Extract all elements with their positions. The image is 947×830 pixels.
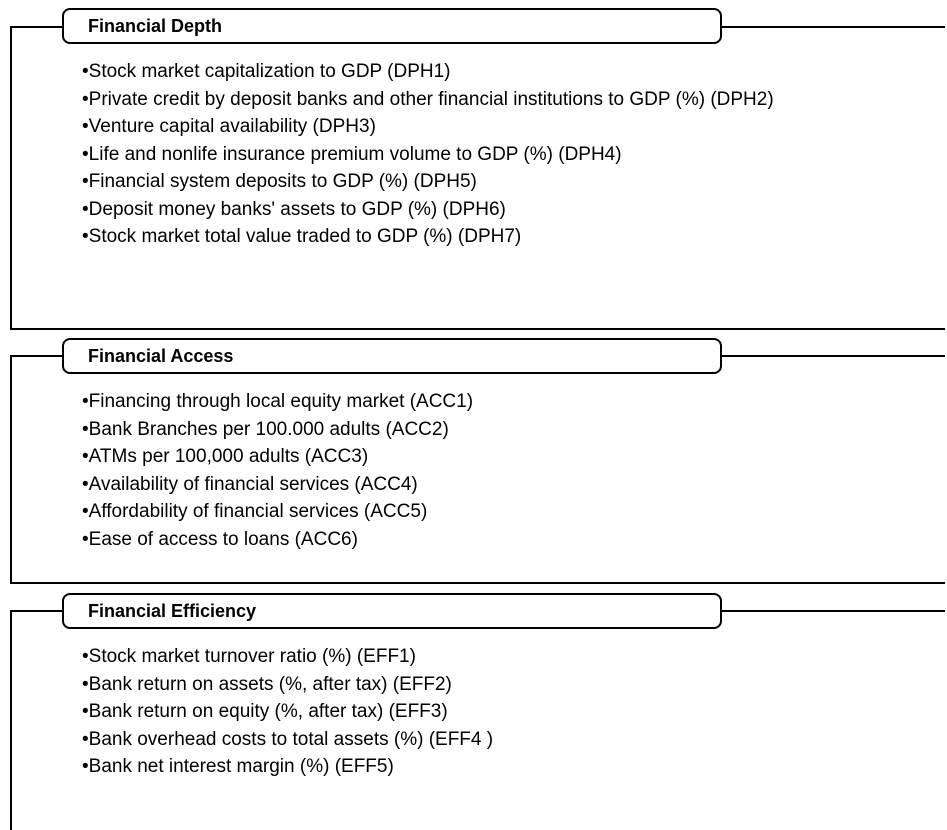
list-item: •Venture capital availability (DPH3) [82,116,376,137]
list-item: •Private credit by deposit banks and oth… [82,88,774,110]
list-item: •ATMs per 100,000 adults (ACC3) [82,446,369,467]
list-item: •Life and nonlife insurance premium volu… [82,143,622,165]
list-item: •Affordability of financial services (AC… [82,501,428,522]
list-item: •Stock market capitalization to GDP (DPH… [82,61,451,82]
list-item: •Bank return on equity (%, after tax) (E… [82,701,448,722]
item-list: •Financing through local equity market (… [82,388,872,553]
section-title: Financial Access [62,338,722,374]
list-item: •Bank return on assets (%, after tax) (E… [82,673,452,695]
section-title: Financial Efficiency [62,593,722,629]
list-item: •Bank net interest margin (%) (EFF5) [82,756,394,777]
item-list: •Stock market capitalization to GDP (DPH… [82,58,872,251]
list-item: •Bank overhead costs to total assets (%)… [82,728,494,750]
list-item: •Availability of financial services (ACC… [82,473,418,495]
list-item: •Stock market turnover ratio (%) (EFF1) [82,646,416,667]
item-list: •Stock market turnover ratio (%) (EFF1) •… [82,643,872,781]
list-item: •Stock market total value traded to GDP … [82,226,522,247]
list-item: •Ease of access to loans (ACC6) [82,528,358,550]
list-item: •Financial system deposits to GDP (%) (D… [82,171,477,192]
section-title: Financial Depth [62,8,722,44]
list-item: •Bank Branches per 100.000 adults (ACC2) [82,418,449,440]
list-item: •Deposit money banks' assets to GDP (%) … [82,198,506,220]
list-item: •Financing through local equity market (… [82,391,474,412]
